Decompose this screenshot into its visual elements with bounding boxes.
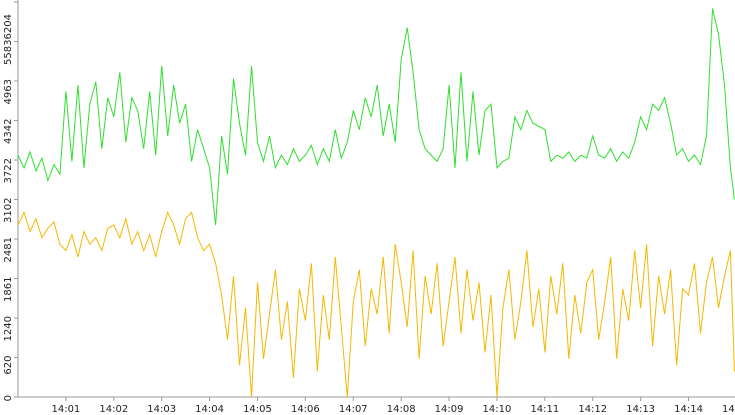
x-tick-label: 14:13 <box>626 404 655 415</box>
x-tick-label: 14:02 <box>99 404 128 415</box>
x-tick-label: 14:12 <box>578 404 607 415</box>
y-tick-label: 3722 <box>3 158 14 183</box>
y-tick-label: 0 <box>3 395 14 401</box>
y-tick-label: 4342 <box>3 119 14 144</box>
x-tick-label: 14:01 <box>51 404 80 415</box>
x-tick-label: 14:03 <box>147 404 176 415</box>
x-tick-label: 14:05 <box>243 404 272 415</box>
y-tick-label: 6204 <box>3 14 14 39</box>
x-tick-label: 14:14 <box>674 404 703 415</box>
series-line <box>17 8 735 226</box>
y-tick-label: 4963 <box>3 79 14 104</box>
x-tick-label: 14:15 <box>722 404 735 415</box>
y-tick-label: 1240 <box>3 316 14 341</box>
x-tick-label: 14:04 <box>195 404 224 415</box>
y-tick-label: 620 <box>3 356 14 375</box>
x-tick-label: 14:10 <box>483 404 512 415</box>
x-tick-label: 14:11 <box>530 404 559 415</box>
y-tick-label: 1861 <box>3 277 14 302</box>
y-tick-label: 3102 <box>3 198 14 223</box>
x-tick-label: 14:09 <box>435 404 464 415</box>
x-tick-label: 14:08 <box>387 404 416 415</box>
y-tick-label: 5583 <box>3 40 14 65</box>
series-line <box>17 211 735 398</box>
x-tick-label: 14:06 <box>291 404 320 415</box>
y-tick-label: 2481 <box>3 237 14 262</box>
x-tick-label: 14:07 <box>339 404 368 415</box>
